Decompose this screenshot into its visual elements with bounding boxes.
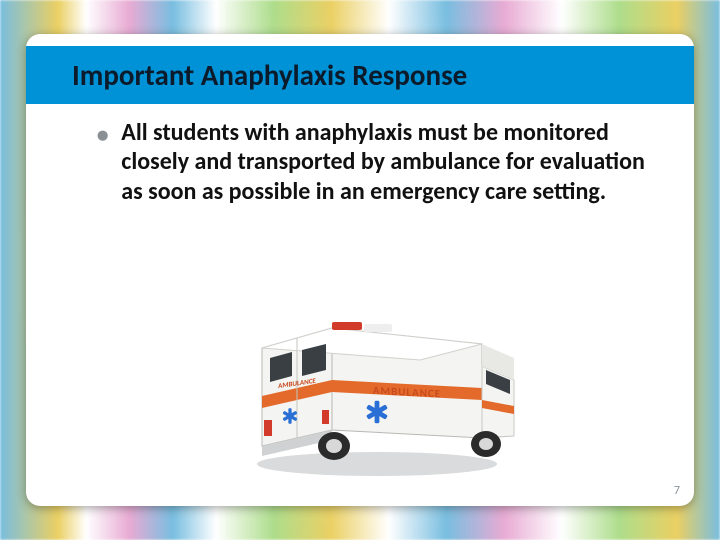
ambulance-illustration: AMBULANCE AMBULANCE — [222, 288, 522, 478]
ambulance-cab — [482, 344, 514, 438]
bullet-text: All students with anaphylaxis must be mo… — [121, 118, 646, 206]
bullet-item: ● All students with anaphylaxis must be … — [96, 118, 646, 206]
slide-title: Important Anaphylaxis Response — [72, 57, 467, 93]
shadow — [257, 452, 497, 476]
rear-wheel — [318, 432, 350, 460]
front-wheel — [471, 431, 501, 457]
title-bar: Important Anaphylaxis Response — [26, 46, 694, 104]
bullet-dot-icon: ● — [96, 120, 109, 206]
content-area: ● All students with anaphylaxis must be … — [96, 118, 646, 206]
page-number: 7 — [674, 484, 680, 498]
content-card: Important Anaphylaxis Response ● All stu… — [26, 34, 694, 506]
